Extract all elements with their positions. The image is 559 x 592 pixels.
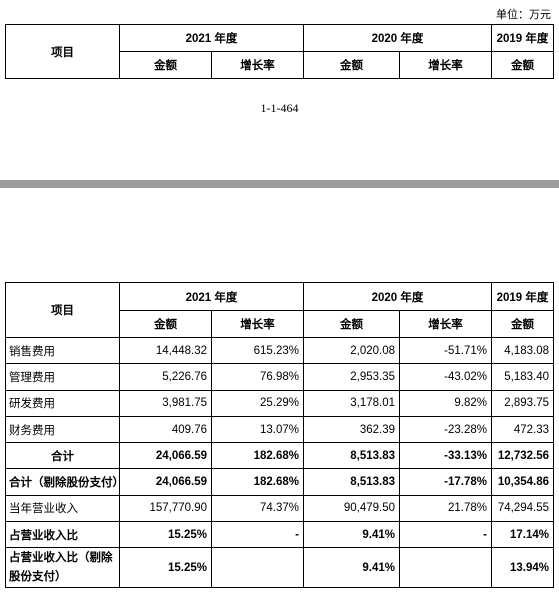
growth-2020: -23.28% <box>399 415 492 444</box>
header-amount: 金额 <box>303 310 400 338</box>
amount-2021: 24,066.59 <box>119 442 212 470</box>
amount-2021: 14,448.32 <box>119 336 212 365</box>
growth-2020: -33.13% <box>399 442 492 470</box>
amount-2021: 157,770.90 <box>119 494 212 523</box>
amount-2019: 2,893.75 <box>491 389 554 417</box>
growth-2020: -51.71% <box>399 336 492 365</box>
growth-2020: -43.02% <box>399 363 492 391</box>
amount-2021: 5,226.76 <box>119 363 212 391</box>
header-amount: 金额 <box>491 51 554 79</box>
amount-2021: 15.25% <box>119 521 212 549</box>
growth-2021: 25.29% <box>211 389 304 417</box>
row-label: 合计 <box>5 442 120 470</box>
page-divider <box>0 180 559 188</box>
header-year-2021: 2021 年度 <box>119 24 304 52</box>
header-growth: 增长率 <box>399 310 492 338</box>
header-year-2020: 2020 年度 <box>303 24 492 52</box>
row-label: 财务费用 <box>5 415 120 444</box>
row-label: 研发费用 <box>5 389 120 417</box>
amount-2020: 9.41% <box>303 521 400 549</box>
table-row: 管理费用 5,226.76 76.98% 2,953.35 -43.02% 5,… <box>5 363 554 391</box>
growth-2021: 182.68% <box>211 442 304 470</box>
amount-2020: 2,953.35 <box>303 363 400 391</box>
row-label: 占营业收入比 <box>5 521 120 549</box>
growth-2021 <box>211 547 304 589</box>
growth-2020: -17.78% <box>399 468 492 496</box>
growth-2021: 13.07% <box>211 415 304 444</box>
unit-label: 单位：万元 <box>496 9 551 21</box>
table-row: 研发费用 3,981.75 25.29% 3,178.01 9.82% 2,89… <box>5 389 554 417</box>
table-row: 当年营业收入 157,770.90 74.37% 90,479.50 21.78… <box>5 494 554 523</box>
amount-2019: 4,183.08 <box>491 336 554 365</box>
growth-2020: 21.78% <box>399 494 492 523</box>
growth-2021: 615.23% <box>211 336 304 365</box>
header-year-2019: 2019 年度 <box>491 24 554 52</box>
table-row-total-adjusted: 合计（剔除股份支付） 24,066.59 182.68% 8,513.83 -1… <box>5 468 554 496</box>
header-fragment-table: 项目 2021 年度 2020 年度 2019 年度 金额 增长率 金额 增长率… <box>5 24 554 79</box>
amount-2020: 8,513.83 <box>303 442 400 470</box>
amount-2021: 24,066.59 <box>119 468 212 496</box>
header-item: 项目 <box>5 24 120 79</box>
header-amount: 金额 <box>303 51 400 79</box>
growth-2020: 9.82% <box>399 389 492 417</box>
amount-2021: 15.25% <box>119 547 212 589</box>
table-row: 财务费用 409.76 13.07% 362.39 -23.28% 472.33 <box>5 415 554 444</box>
header-amount: 金额 <box>119 310 212 338</box>
amount-2019: 74,294.55 <box>491 494 554 523</box>
header-item: 项目 <box>5 282 120 338</box>
amount-2021: 3,981.75 <box>119 389 212 417</box>
row-label: 管理费用 <box>5 363 120 391</box>
amount-2019: 17.14% <box>491 521 554 549</box>
header-amount: 金额 <box>491 310 554 338</box>
header-year-2020: 2020 年度 <box>303 282 492 311</box>
header-year-2021: 2021 年度 <box>119 282 304 311</box>
header-growth: 增长率 <box>211 51 304 79</box>
amount-2020: 8,513.83 <box>303 468 400 496</box>
amount-2020: 9.41% <box>303 547 400 589</box>
amount-2020: 362.39 <box>303 415 400 444</box>
growth-2021: 182.68% <box>211 468 304 496</box>
amount-2020: 3,178.01 <box>303 389 400 417</box>
growth-2020 <box>399 547 492 589</box>
growth-2021: - <box>211 521 304 549</box>
table-row-ratio: 占营业收入比 15.25% - 9.41% - 17.14% <box>5 521 554 549</box>
amount-2019: 472.33 <box>491 415 554 444</box>
amount-2021: 409.76 <box>119 415 212 444</box>
expense-table: 项目 2021 年度 2020 年度 2019 年度 金额 增长率 金额 增长率… <box>5 282 554 589</box>
page-number: 1-1-464 <box>260 101 299 115</box>
header-year-2019: 2019 年度 <box>491 282 554 311</box>
amount-2019: 12,732.56 <box>491 442 554 470</box>
amount-2020: 90,479.50 <box>303 494 400 523</box>
table-row: 销售费用 14,448.32 615.23% 2,020.08 -51.71% … <box>5 336 554 365</box>
amount-2019: 10,354.86 <box>491 468 554 496</box>
row-label: 销售费用 <box>5 336 120 365</box>
amount-2019: 13.94% <box>491 547 554 589</box>
row-label: 合计（剔除股份支付） <box>5 468 120 496</box>
amount-2020: 2,020.08 <box>303 336 400 365</box>
table-row-ratio-adjusted: 占营业收入比（剔除股份支付） 15.25% 9.41% 13.94% <box>5 547 554 589</box>
row-label: 当年营业收入 <box>5 494 120 523</box>
header-growth: 增长率 <box>399 51 492 79</box>
growth-2021: 74.37% <box>211 494 304 523</box>
header-amount: 金额 <box>119 51 212 79</box>
growth-2021: 76.98% <box>211 363 304 391</box>
row-label: 占营业收入比（剔除股份支付） <box>5 547 120 589</box>
growth-2020: - <box>399 521 492 549</box>
table-row-total: 合计 24,066.59 182.68% 8,513.83 -33.13% 12… <box>5 442 554 470</box>
header-growth: 增长率 <box>211 310 304 338</box>
amount-2019: 5,183.40 <box>491 363 554 391</box>
